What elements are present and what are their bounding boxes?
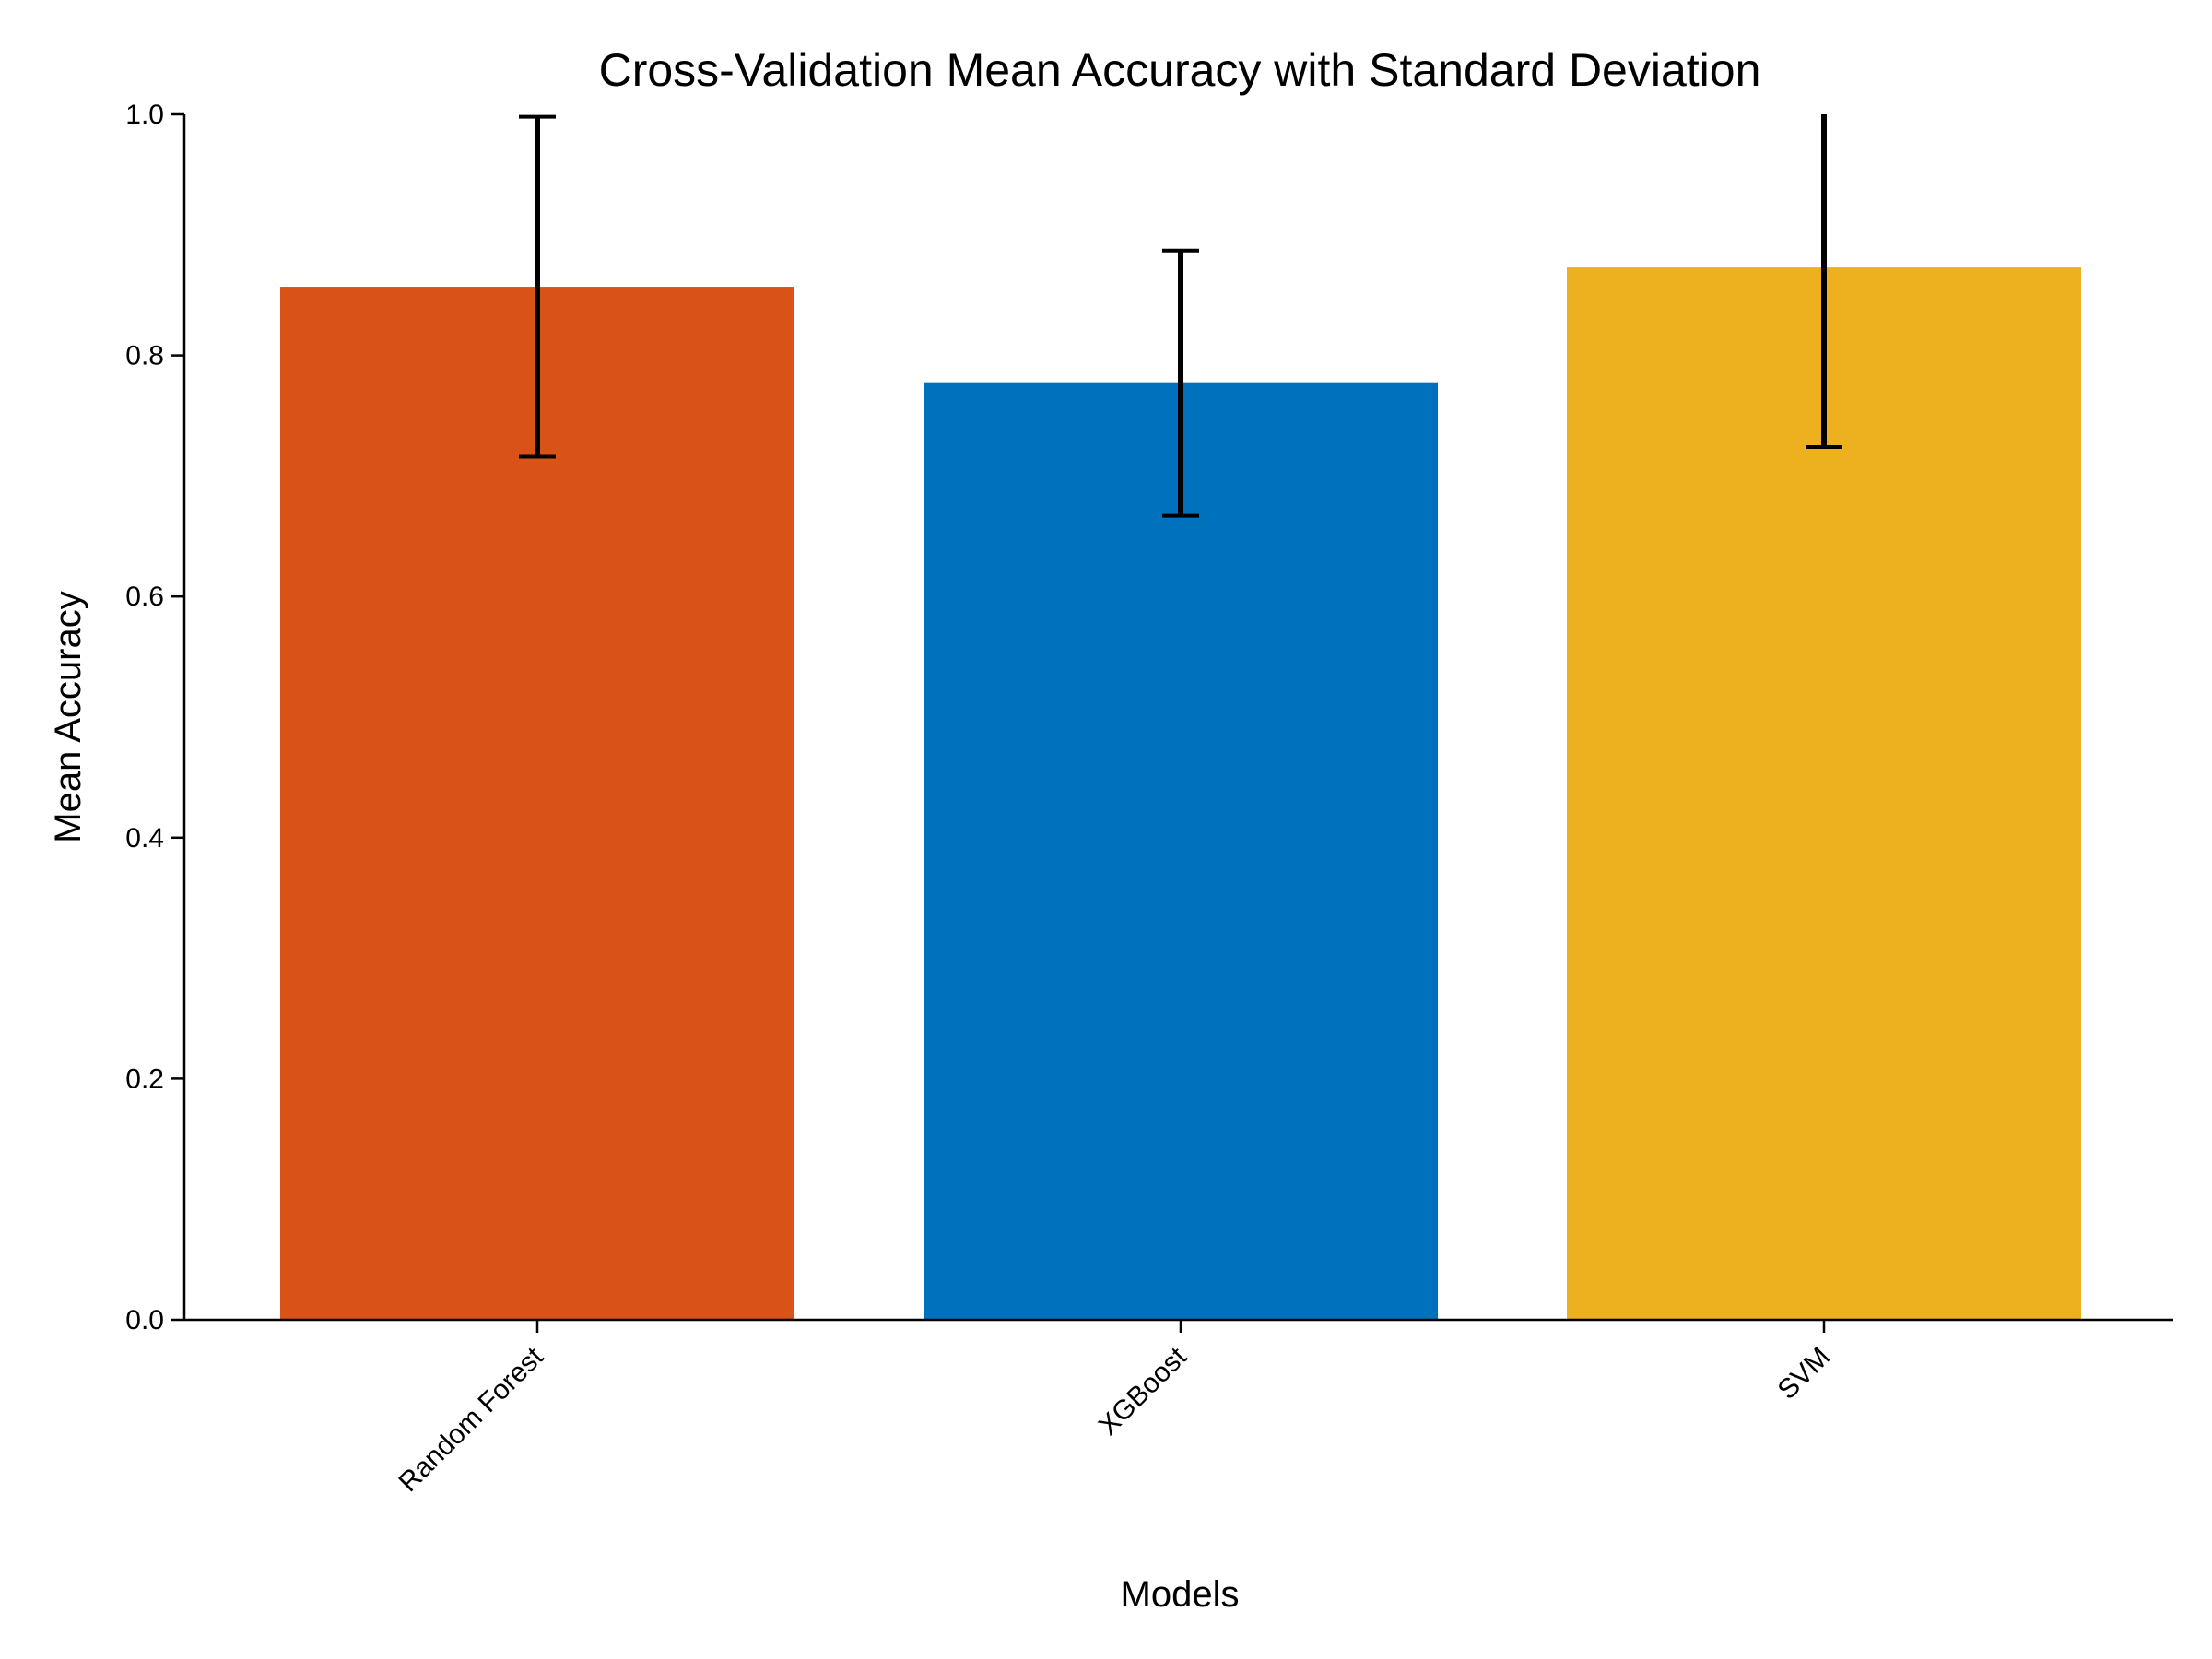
y-tick-label: 0.0 <box>125 1305 164 1335</box>
y-tick-label: 0.4 <box>125 823 164 853</box>
x-axis-label: Models <box>1121 1574 1240 1615</box>
error-bars-group <box>519 114 1842 518</box>
bar-random-forest <box>280 287 794 1321</box>
x-tick-label: Random Forest <box>393 1341 549 1498</box>
error-bar-svm <box>1806 114 1842 450</box>
x-tick-label: SVM <box>1772 1342 1836 1406</box>
bar-xgboost <box>924 382 1438 1321</box>
y-tick-label: 0.2 <box>125 1064 164 1094</box>
bars-group <box>280 267 2081 1321</box>
chart-title: Cross-Validation Mean Accuracy with Stan… <box>599 44 1761 96</box>
error-bar-random-forest <box>519 114 556 459</box>
y-axis-label: Mean Accuracy <box>48 591 88 842</box>
error-bar-xgboost <box>1162 248 1199 518</box>
y-tick-label: 1.0 <box>125 100 164 130</box>
y-tick-label: 0.8 <box>125 341 164 371</box>
x-ticks-group: Random Forest XGBoost SVM <box>393 1320 1836 1498</box>
x-tick-label: XGBoost <box>1093 1341 1194 1441</box>
y-tick-label: 0.6 <box>125 582 164 612</box>
y-ticks-group: 0.0 0.2 0.4 0.6 0.8 1.0 <box>125 100 184 1335</box>
